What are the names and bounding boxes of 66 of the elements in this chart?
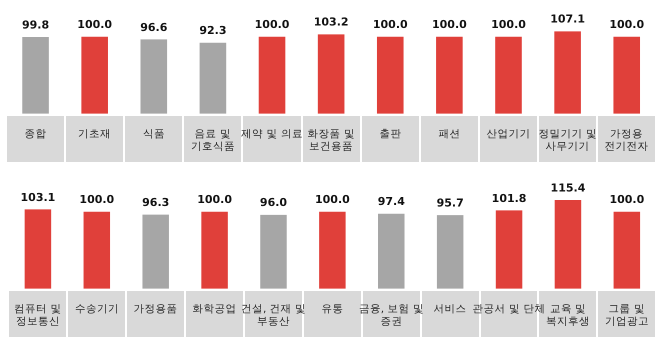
x-tick-label: 그룹 및 기업광고 xyxy=(604,302,649,328)
data-label: 100.0 xyxy=(609,18,644,32)
bar xyxy=(200,42,226,114)
bar xyxy=(258,36,286,114)
x-tick-label: 패션 xyxy=(438,128,460,140)
bar xyxy=(376,36,404,114)
bar xyxy=(84,212,110,289)
x-tick-label: 유통 xyxy=(321,302,344,315)
data-label: 100.0 xyxy=(609,193,645,206)
bar xyxy=(81,36,108,114)
data-label: 99.8 xyxy=(22,18,50,32)
data-label: 100.0 xyxy=(254,18,290,32)
data-label: 115.4 xyxy=(550,181,586,194)
x-tick-label: 제약 및 의료 xyxy=(241,128,303,140)
x-tick-label: 화학공업 xyxy=(192,302,237,315)
x-tick-label: 식품 xyxy=(142,128,165,140)
data-label: 100.0 xyxy=(79,193,115,206)
data-label: 97.4 xyxy=(378,195,406,208)
bar xyxy=(260,214,287,289)
x-tick-label: 정밀기기 및 사무기기 xyxy=(538,128,597,152)
data-label: 100.0 xyxy=(77,18,112,32)
bar xyxy=(201,212,228,289)
bar xyxy=(318,34,344,114)
bar xyxy=(24,209,52,289)
bar xyxy=(495,36,522,114)
x-tick-label: 관공서 및 단체 xyxy=(472,302,546,315)
x-tick-label: 컴퓨터 및 정보통신 xyxy=(14,302,62,328)
x-tick-label: 산업기기 xyxy=(486,128,530,140)
x-tick-label: 가정용품 xyxy=(134,302,178,315)
data-label: 95.7 xyxy=(436,196,464,210)
bar xyxy=(614,212,640,289)
bar xyxy=(554,31,581,114)
bar xyxy=(378,214,405,289)
data-label: 107.1 xyxy=(550,12,586,26)
bar xyxy=(613,36,640,114)
x-tick-label: 서비스 xyxy=(434,302,467,315)
data-label: 96.0 xyxy=(260,196,288,210)
x-tick-label: 화장품 및 보건용품 xyxy=(307,128,355,152)
bar xyxy=(436,36,463,114)
bar xyxy=(496,210,522,289)
x-tick-label: 기초재 xyxy=(78,128,112,140)
bar xyxy=(142,214,169,289)
x-tick-label: 건설, 건재 및 부동산 xyxy=(240,302,306,328)
data-label: 100.0 xyxy=(491,18,526,32)
data-label: 96.3 xyxy=(142,196,170,210)
x-tick-label: 수송기기 xyxy=(74,302,119,315)
data-label: 103.2 xyxy=(314,16,349,29)
bar xyxy=(140,39,168,114)
data-label: 101.8 xyxy=(492,192,526,205)
data-label: 92.3 xyxy=(199,24,226,38)
data-label: 103.1 xyxy=(20,190,56,204)
x-tick-label: 금융, 보험 및 증권 xyxy=(358,302,424,328)
data-label: 96.6 xyxy=(140,20,168,34)
x-tick-label: 종합 xyxy=(24,128,47,140)
x-tick-label: 출판 xyxy=(379,128,402,140)
bar xyxy=(436,215,464,289)
data-label: 100.0 xyxy=(197,193,232,206)
x-tick-label: 교육 및 복지후생 xyxy=(546,302,590,328)
data-label: 100.0 xyxy=(314,193,350,206)
data-label: 100.0 xyxy=(372,18,408,32)
x-tick-label: 가정용 전기전자 xyxy=(604,128,649,152)
x-tick-label: 음료 및 기호식품 xyxy=(190,128,235,152)
data-label: 100.0 xyxy=(432,18,468,32)
bar xyxy=(319,212,346,289)
bar xyxy=(22,36,49,114)
bar xyxy=(554,200,582,289)
